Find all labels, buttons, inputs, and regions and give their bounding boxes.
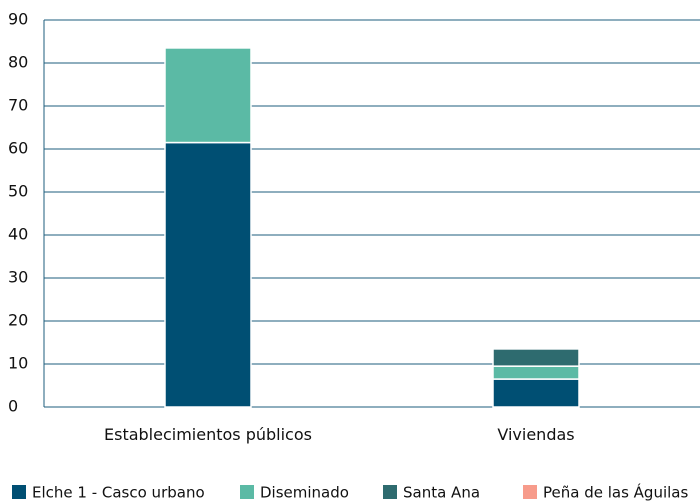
y-tick-label: 20 xyxy=(8,311,28,330)
y-tick-label: 80 xyxy=(8,53,28,72)
bar-segment xyxy=(164,141,252,408)
legend-label: Diseminado xyxy=(260,484,349,502)
y-tick-label: 0 xyxy=(8,397,18,416)
y-tick-label: 30 xyxy=(8,268,28,287)
y-tick-label: 10 xyxy=(8,354,28,373)
legend-label: Elche 1 - Casco urbano xyxy=(32,484,205,502)
y-tick-label: 70 xyxy=(8,96,28,115)
legend-swatch xyxy=(240,485,254,499)
legend-label: Peña de las Águilas xyxy=(543,483,688,502)
legend-swatch xyxy=(383,485,397,499)
x-tick-label: Establecimientos públicos xyxy=(104,425,312,444)
x-tick-label: Viviendas xyxy=(497,425,575,444)
bar-segment xyxy=(492,348,580,367)
y-tick-label: 60 xyxy=(8,139,28,158)
y-tick-label: 40 xyxy=(8,225,28,244)
bar-segment xyxy=(164,47,252,144)
bar-segment xyxy=(492,365,580,380)
bar-segment xyxy=(492,378,580,408)
legend-swatch xyxy=(12,485,26,499)
y-tick-label: 90 xyxy=(8,10,28,29)
legend-label: Santa Ana xyxy=(403,484,480,502)
y-tick-label: 50 xyxy=(8,182,28,201)
legend-swatch xyxy=(523,485,537,499)
